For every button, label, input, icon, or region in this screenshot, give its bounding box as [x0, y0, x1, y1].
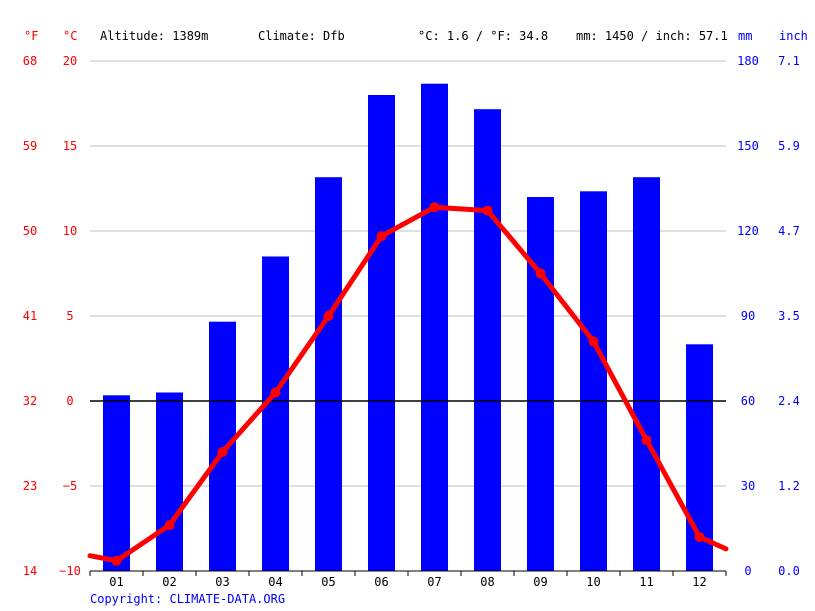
- temperature-point: [429, 202, 440, 213]
- precipitation-bar: [527, 197, 554, 571]
- celsius-tick-label: −10: [59, 564, 81, 578]
- mm-tick-label: 60: [741, 394, 755, 408]
- axis-labels: 6859504132231420151050−5−101801501209060…: [23, 54, 800, 578]
- temperature-point: [641, 435, 652, 446]
- temperature-point: [323, 311, 334, 321]
- celsius-tick-label: 10: [63, 224, 77, 238]
- unit-mm-label: mm: [738, 29, 752, 43]
- precipitation-bar: [368, 95, 395, 571]
- altitude-label: Altitude: 1389m: [100, 29, 208, 43]
- celsius-tick-label: −5: [63, 479, 77, 493]
- x-axis-ticks: 01 02 03 04 05 06 07 08 09 10 11 12: [89, 571, 727, 589]
- precipitation-bar: [262, 256, 289, 571]
- temperature-point: [482, 205, 493, 216]
- celsius-tick-label: 15: [63, 139, 77, 153]
- precipitation-bar: [474, 109, 501, 571]
- precipitation-bar: [421, 83, 448, 571]
- fahrenheit-tick-label: 59: [23, 139, 37, 153]
- x-tick-label: 03: [215, 575, 229, 589]
- inch-tick-label: 1.2: [778, 479, 800, 493]
- x-tick-label: 07: [427, 575, 441, 589]
- inch-tick-label: 0.0: [778, 564, 800, 578]
- mm-tick-label: 90: [741, 309, 755, 323]
- temperature-point: [217, 447, 228, 457]
- x-tick-label: 10: [586, 575, 600, 589]
- precipitation-bar: [103, 395, 130, 571]
- temperature-series-line: [87, 204, 729, 564]
- precipitation-bar: [209, 321, 236, 571]
- x-tick-label: 08: [480, 575, 494, 589]
- copyright-label: Copyright: CLIMATE-DATA.ORG: [90, 592, 285, 606]
- mm-tick-label: 0: [744, 564, 751, 578]
- temperature-point: [694, 532, 705, 542]
- mm-tick-label: 30: [741, 479, 755, 493]
- temperature-line: [87, 202, 729, 566]
- temperature-point: [376, 231, 387, 242]
- temperature-average-label: °C: 1.6 / °F: 34.8: [418, 29, 548, 43]
- celsius-tick-label: 5: [66, 309, 73, 323]
- x-tick-label: 02: [162, 575, 176, 589]
- precipitation-bar: [633, 177, 660, 571]
- fahrenheit-tick-label: 14: [23, 564, 37, 578]
- x-tick-label: 01: [109, 575, 123, 589]
- unit-c-label: °C: [63, 29, 77, 43]
- climate-label: Climate: Dfb: [258, 29, 345, 43]
- celsius-tick-label: 20: [63, 54, 77, 68]
- x-tick-label: 09: [533, 575, 547, 589]
- precipitation-bar: [315, 177, 342, 571]
- fahrenheit-tick-label: 41: [23, 309, 37, 323]
- unit-inch-label: inch: [779, 29, 808, 43]
- temperature-point: [111, 555, 122, 566]
- temperature-point: [588, 336, 599, 347]
- mm-tick-label: 180: [737, 54, 759, 68]
- inch-tick-label: 5.9: [778, 139, 800, 153]
- x-tick-label: 06: [374, 575, 388, 589]
- fahrenheit-tick-label: 32: [23, 394, 37, 408]
- inch-tick-label: 7.1: [778, 54, 800, 68]
- inch-tick-label: 4.7: [778, 224, 800, 238]
- x-tick-label: 04: [268, 575, 282, 589]
- precipitation-bar: [580, 191, 607, 572]
- gridlines: [90, 60, 726, 487]
- temperature-point: [164, 520, 175, 531]
- fahrenheit-tick-label: 50: [23, 224, 37, 238]
- x-tick-label: 12: [692, 575, 706, 589]
- x-tick-label: 05: [321, 575, 335, 589]
- fahrenheit-tick-label: 68: [23, 54, 37, 68]
- celsius-tick-label: 0: [66, 394, 73, 408]
- temperature-point: [535, 268, 546, 279]
- inch-tick-label: 3.5: [778, 309, 800, 323]
- mm-tick-label: 150: [737, 139, 759, 153]
- precipitation-total-label: mm: 1450 / inch: 57.1: [576, 29, 728, 43]
- temperature-point: [270, 387, 281, 398]
- unit-f-label: °F: [24, 29, 38, 43]
- mm-tick-label: 120: [737, 224, 759, 238]
- x-tick-label: 11: [639, 575, 653, 589]
- inch-tick-label: 2.4: [778, 394, 800, 408]
- precipitation-bar: [156, 392, 183, 571]
- fahrenheit-tick-label: 23: [23, 479, 37, 493]
- precipitation-bars: [103, 83, 713, 572]
